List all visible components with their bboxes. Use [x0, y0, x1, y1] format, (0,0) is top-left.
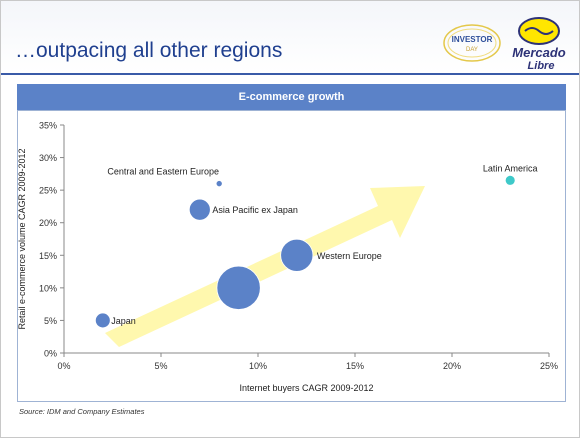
- bubble-label: Asia Pacific ex Japan: [212, 205, 298, 215]
- bubble-label: Japan: [111, 316, 136, 326]
- bubble-point: [216, 265, 261, 310]
- bubble-label: Western Europe: [317, 251, 382, 261]
- x-tick-label: 0%: [57, 361, 70, 371]
- title-rule: [1, 73, 579, 75]
- investor-day-line2: DAY: [466, 47, 478, 53]
- x-axis-label: Internet buyers CAGR 2009-2012: [239, 383, 373, 393]
- mercadolibre-line1: Mercado: [512, 45, 566, 60]
- title-band: [1, 1, 579, 73]
- slide-title: …outpacing all other regions: [15, 39, 283, 62]
- y-tick-label: 5%: [44, 316, 57, 326]
- y-tick-label: 0%: [44, 349, 57, 359]
- bubble-point: [215, 180, 223, 188]
- bubble-label: Latin America: [483, 163, 538, 173]
- investor-day-line1: INVESTOR: [452, 35, 493, 44]
- investor-day-logo: INVESTOR DAY: [443, 24, 501, 62]
- bubble-chart: 0% 5% 10% 15% 20% 25% 30% 35% 0% 5% 10% 15% 20% 25% In…: [18, 121, 558, 394]
- y-tick-label: 10%: [39, 283, 57, 293]
- bubble-point: [94, 312, 111, 329]
- chart-title: E-commerce growth: [17, 84, 566, 110]
- growth-arrow: [105, 186, 425, 347]
- x-tick-label: 15%: [346, 361, 364, 371]
- y-tick-label: 25%: [39, 186, 57, 196]
- x-tick-label: 25%: [540, 361, 558, 371]
- mercadolibre-line2: Libre: [528, 60, 555, 72]
- x-tick-label: 5%: [154, 361, 167, 371]
- x-tick-label: 10%: [249, 361, 267, 371]
- y-axis-label: Retail e-commerce volume CAGR 2009-2012: [18, 148, 27, 329]
- mercadolibre-logo: Mercado Libre: [512, 17, 566, 72]
- x-tick-label: 20%: [443, 361, 461, 371]
- bubble-point: [188, 198, 211, 221]
- bubble-point: [280, 238, 314, 272]
- y-tick-label: 30%: [39, 153, 57, 163]
- source-note: Source: IDM and Company Estimates: [19, 407, 145, 416]
- y-tick-label: 15%: [39, 251, 57, 261]
- bubble-point: [504, 175, 516, 186]
- y-tick-label: 20%: [39, 218, 57, 228]
- y-tick-label: 35%: [39, 121, 57, 131]
- bubble-label: Central and Eastern Europe: [107, 167, 219, 177]
- chart-area: 0% 5% 10% 15% 20% 25% 30% 35% 0% 5% 10% 15% 20% 25% In…: [17, 110, 566, 402]
